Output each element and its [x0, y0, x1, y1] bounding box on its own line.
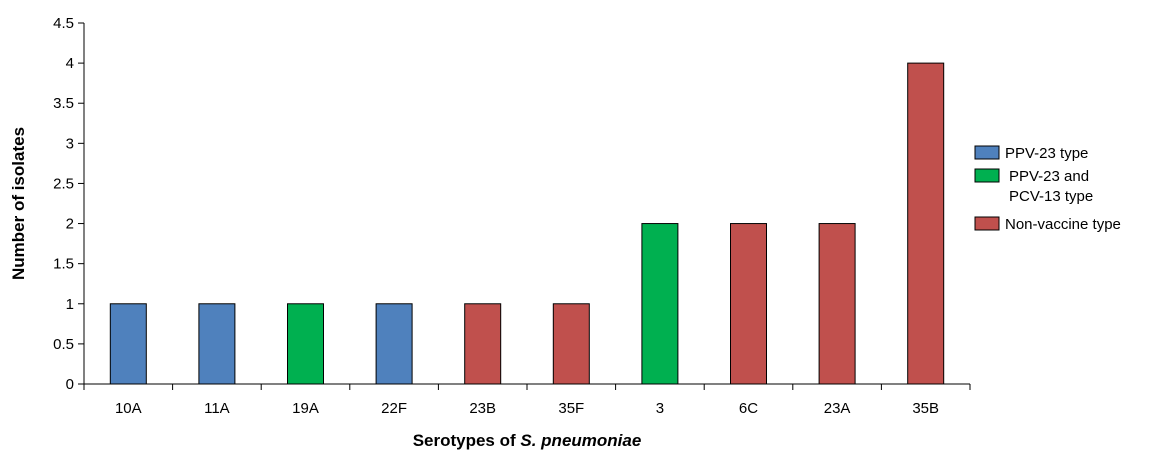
- bar-3: [641, 223, 679, 385]
- legend-label: PPV-23 type: [1005, 145, 1088, 162]
- y-tick-label: 4.5: [53, 15, 74, 32]
- bar-19a: [287, 303, 324, 385]
- bar-10a: [109, 303, 147, 385]
- bar-6c: [730, 223, 767, 385]
- legend-label: PCV-13 type: [1009, 188, 1093, 205]
- x-tick-label: 6C: [739, 400, 758, 417]
- x-tick-label: 3: [656, 400, 664, 417]
- x-tick-label: 35B: [912, 400, 939, 417]
- y-axis-title: Number of isolates: [9, 127, 28, 280]
- bar-11a: [198, 303, 236, 385]
- bars: [109, 62, 945, 385]
- x-tick-label: 10A: [115, 400, 142, 417]
- bar-23b: [464, 303, 502, 385]
- y-tick-label: 0: [66, 376, 74, 393]
- y-tick-label: 1: [66, 296, 74, 313]
- bar-35b: [907, 62, 945, 385]
- y-axis-ticks: 0 0.5 1 1.5 2 2.5 3 3.5 4 4.5: [53, 15, 84, 393]
- y-tick-label: 2: [66, 216, 74, 233]
- legend-swatch: [974, 216, 1000, 231]
- x-tick-label: 19A: [292, 400, 319, 417]
- x-tick-label: 23B: [469, 400, 496, 417]
- bar-35f: [552, 303, 590, 385]
- y-tick-label: 2.5: [53, 175, 74, 192]
- bar-23a: [818, 223, 856, 385]
- y-tick-label: 3.5: [53, 95, 74, 112]
- y-tick-label: 1.5: [53, 256, 74, 273]
- x-tick-label: 22F: [381, 400, 407, 417]
- legend-label: PPV-23 and: [1009, 168, 1089, 185]
- x-axis-title-species: S. pneumoniae: [520, 431, 641, 450]
- y-tick-label: 0.5: [53, 336, 74, 353]
- legend: PPV-23 type PPV-23 and PCV-13 type Non-vacc…: [974, 145, 1121, 233]
- x-axis-title-prefix: Serotypes of: [413, 431, 521, 450]
- legend-swatch: [974, 145, 1000, 160]
- x-tick-label: 23A: [824, 400, 851, 417]
- x-tick-label: 35F: [558, 400, 584, 417]
- x-axis-ticks: 10A 11A 19A 22F 23B 35F 3 6C 23A 35B: [83, 384, 971, 417]
- bar-22f: [375, 303, 413, 385]
- x-tick-label: 11A: [204, 400, 230, 417]
- x-axis-title: Serotypes of S. pneumoniae: [413, 431, 642, 450]
- y-tick-label: 3: [66, 135, 74, 152]
- legend-swatch: [974, 168, 1000, 183]
- y-tick-label: 4: [66, 55, 74, 72]
- legend-label: Non-vaccine type: [1005, 216, 1121, 233]
